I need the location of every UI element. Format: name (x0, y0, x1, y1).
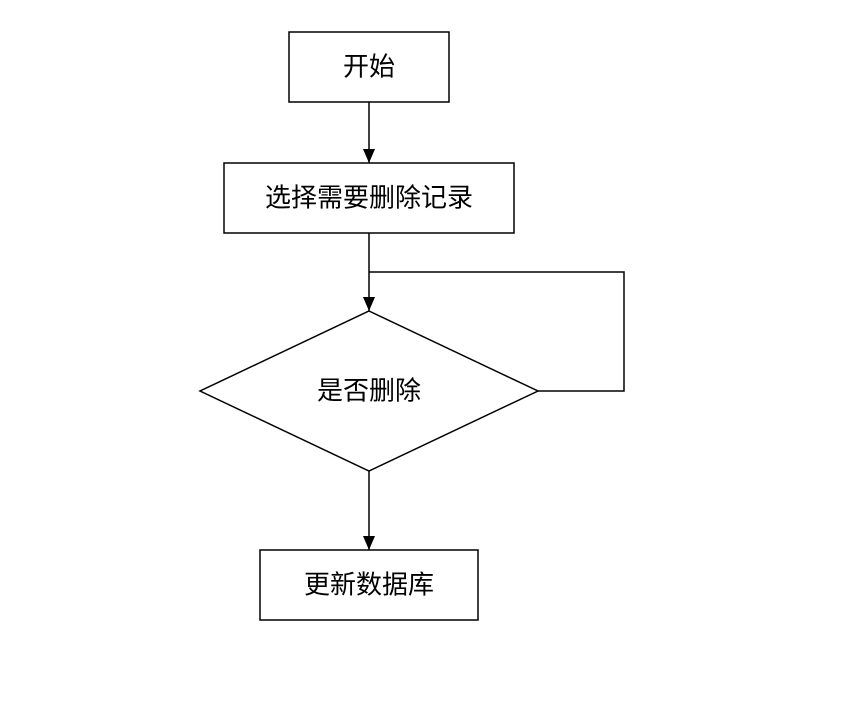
flow-node-label-start: 开始 (343, 53, 395, 82)
flow-node-label-select: 选择需要删除记录 (265, 184, 473, 213)
flow-node-label-update: 更新数据库 (304, 571, 434, 600)
arrowhead-icon (363, 297, 375, 311)
flow-node-label-decide: 是否删除 (317, 377, 421, 406)
arrowhead-icon (363, 536, 375, 550)
arrowhead-icon (363, 149, 375, 163)
